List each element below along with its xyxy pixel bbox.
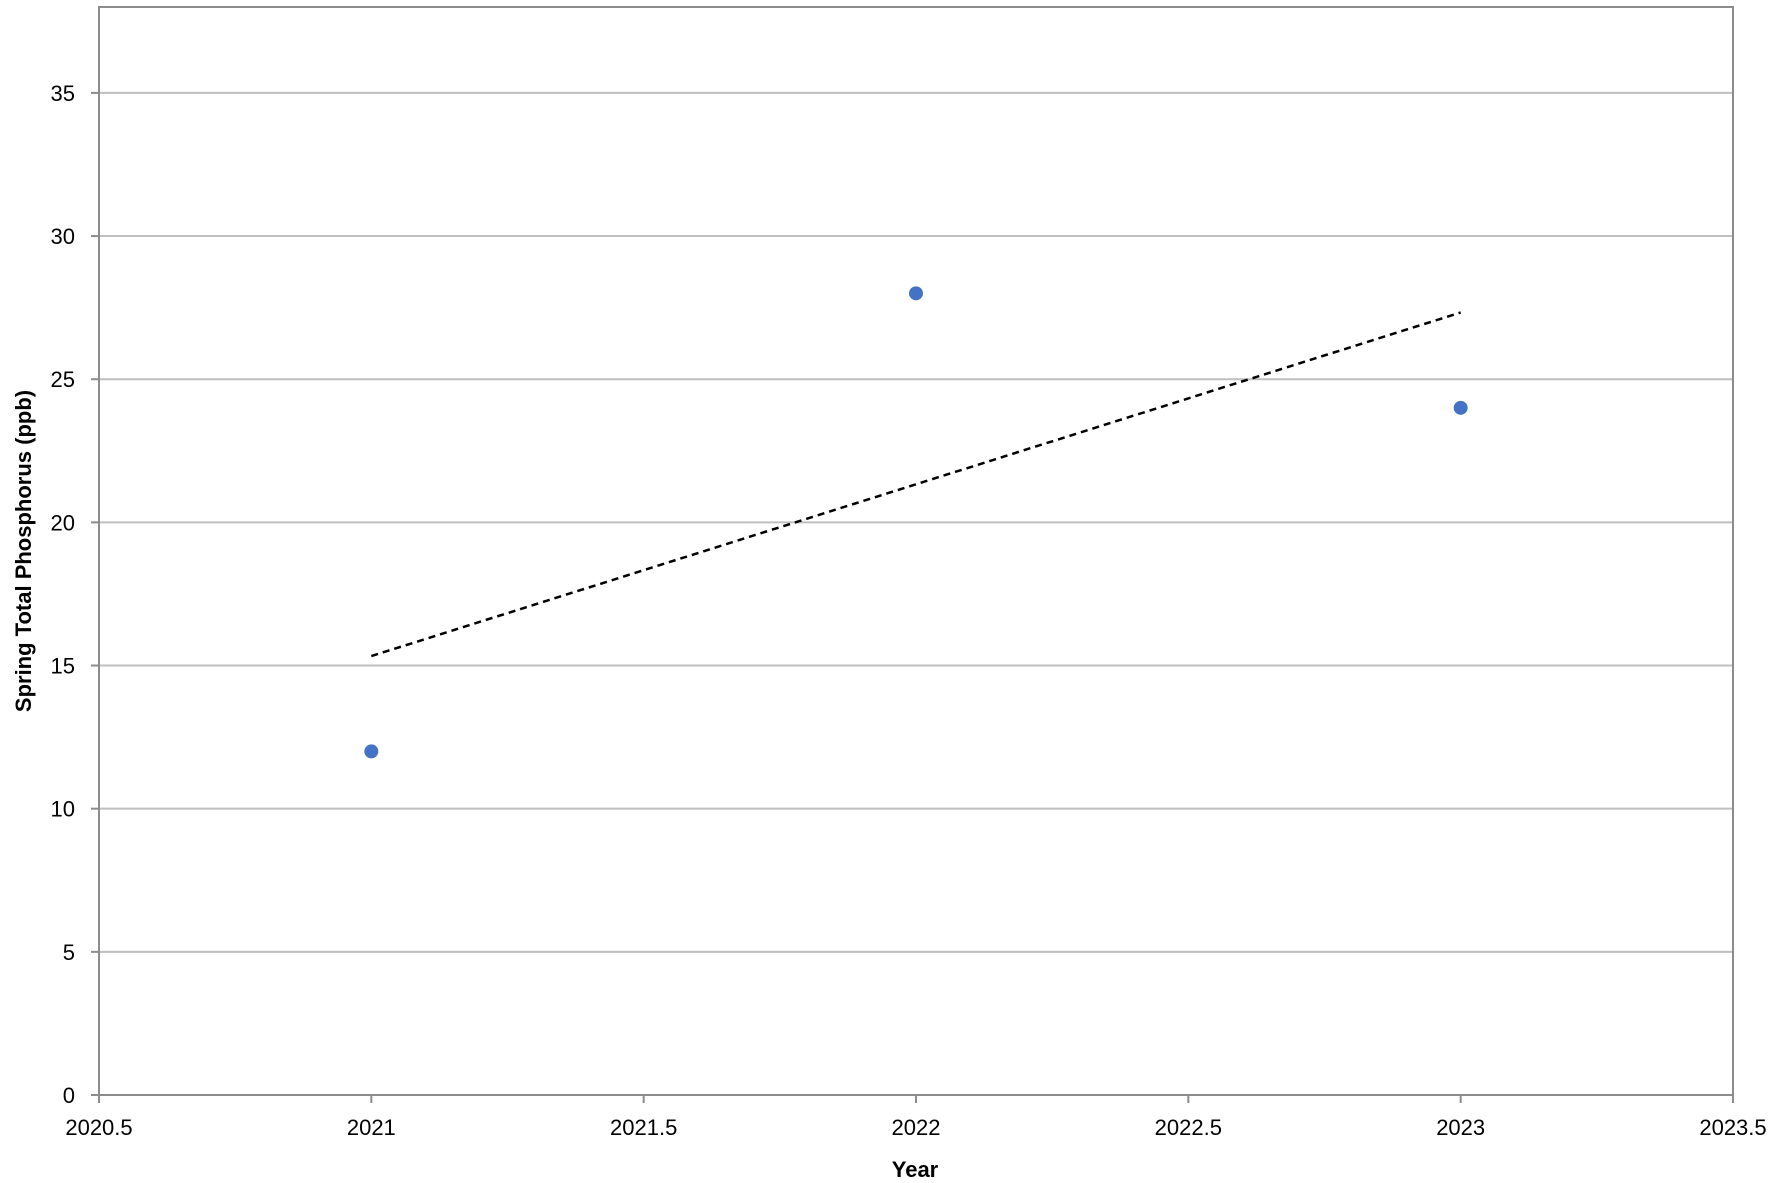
y-tick-label: 5 (63, 940, 75, 965)
plot-area-border (98, 6, 1734, 1096)
x-tick-label: 2023 (1436, 1115, 1485, 1140)
gridlines (99, 91, 1733, 953)
x-axis-title: Year (892, 1157, 939, 1182)
x-tick-labels: 2020.5 2021 2021.5 2022 2022.5 2023 2023.5 (65, 1115, 1766, 1140)
x-tick-label: 2022 (892, 1115, 941, 1140)
trendline (370, 311, 1462, 658)
data-point (909, 286, 923, 301)
y-tick-label: 35 (51, 81, 75, 106)
y-tick-label: 10 (51, 797, 75, 822)
x-tick-label: 2021.5 (610, 1115, 677, 1140)
x-tick-label: 2021 (347, 1115, 396, 1140)
data-point (364, 744, 379, 759)
axes (91, 6, 1734, 1103)
y-tick-labels: 0 5 10 15 20 25 30 35 (51, 81, 75, 1108)
x-tick-label: 2020.5 (65, 1115, 132, 1140)
y-tick-label: 30 (51, 224, 75, 249)
y-axis-title: Spring Total Phosphorus (ppb) (11, 390, 36, 712)
data-point (1453, 400, 1468, 415)
y-tick-label: 15 (51, 654, 75, 679)
y-tick-label: 0 (63, 1083, 75, 1108)
x-tick-label: 2022.5 (1155, 1115, 1222, 1140)
trendline-group (370, 311, 1462, 658)
y-tick-label: 25 (51, 367, 75, 392)
x-tick-label: 2023.5 (1699, 1115, 1766, 1140)
y-tick-label: 20 (51, 510, 75, 535)
data-points (364, 286, 1468, 759)
